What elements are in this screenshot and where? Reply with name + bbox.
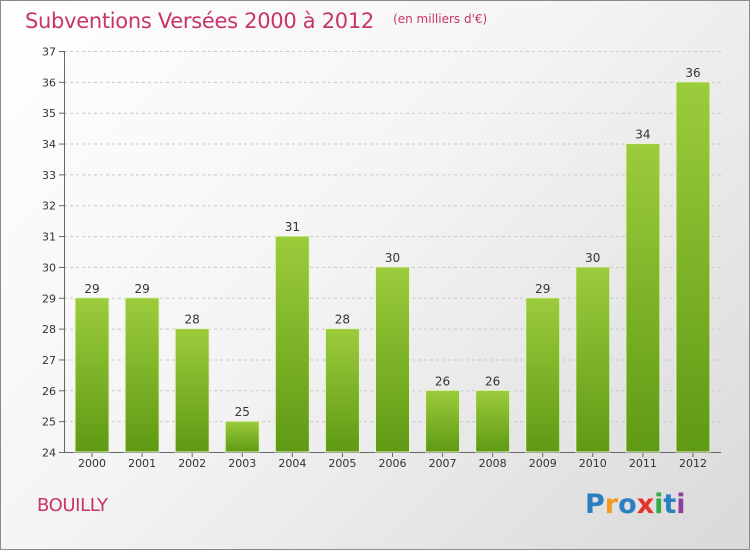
- x-tick-label: 2009: [529, 457, 557, 470]
- x-tick-label: 2011: [629, 457, 657, 470]
- y-tick-label: 25: [42, 416, 56, 429]
- logo-letter: i: [654, 489, 664, 520]
- bar-value-label: 31: [285, 220, 300, 234]
- proxiti-logo[interactable]: Proxiti: [585, 489, 686, 520]
- title-group: Subventions Versées 2000 à 2012 (en mill…: [25, 9, 487, 33]
- bar[interactable]: [525, 297, 561, 453]
- bar[interactable]: [124, 297, 160, 453]
- x-tick-label: 2005: [328, 457, 356, 470]
- y-tick-label: 30: [42, 261, 56, 274]
- logo-letter: P: [585, 489, 605, 520]
- bar-value-label: 28: [335, 313, 350, 327]
- x-tick-label: 2007: [429, 457, 457, 470]
- bar[interactable]: [274, 235, 310, 453]
- axes: 24 25 26 27 28 29 30 31 32 33 34 35 36 37 2000 2001 2002…: [42, 46, 721, 470]
- x-tick-label: 2008: [479, 457, 507, 470]
- y-tick-label: 35: [42, 107, 56, 120]
- y-tick-label: 26: [42, 385, 56, 398]
- chart-title: Subventions Versées 2000 à 2012: [25, 9, 374, 33]
- y-tick-label: 32: [42, 200, 56, 213]
- bar[interactable]: [375, 266, 410, 453]
- bar-value-label: 30: [385, 251, 400, 265]
- y-tick-label: 37: [42, 46, 56, 59]
- bar-value-label: 28: [185, 313, 200, 327]
- x-tick-label: 2003: [228, 457, 256, 470]
- bar[interactable]: [475, 389, 511, 453]
- bar-value-label: 29: [134, 282, 149, 296]
- x-tick-label: 2004: [278, 457, 306, 470]
- bar[interactable]: [625, 143, 661, 453]
- logo-letter: t: [663, 489, 677, 520]
- labels: 29 29 28 25 31 28 30 26 26 29 30 34 36: [84, 66, 700, 419]
- bar-value-label: 29: [84, 282, 99, 296]
- x-tick-label: 2002: [178, 457, 206, 470]
- y-tick-label: 34: [42, 138, 56, 151]
- chart-subtitle: (en milliers d'€): [393, 12, 488, 26]
- y-tick-label: 28: [42, 323, 56, 336]
- bar[interactable]: [174, 328, 210, 453]
- x-tick-label: 2010: [579, 457, 607, 470]
- y-tick-label: 33: [42, 169, 56, 182]
- y-tick-label: 27: [42, 354, 56, 367]
- logo-letter: o: [618, 489, 637, 520]
- bar-value-label: 34: [635, 128, 650, 142]
- bar[interactable]: [675, 81, 711, 453]
- logo-letter: r: [604, 489, 619, 520]
- bar[interactable]: [324, 328, 360, 453]
- logo-letter: x: [636, 489, 655, 520]
- bar-value-label: 26: [435, 374, 450, 388]
- bars: [74, 81, 711, 453]
- bar-value-label: 30: [585, 251, 600, 265]
- bar-value-label: 29: [535, 282, 550, 296]
- y-tick-label: 36: [42, 76, 56, 89]
- x-tick-label: 2006: [379, 457, 407, 470]
- bar[interactable]: [425, 389, 461, 453]
- bar-value-label: 25: [235, 405, 250, 419]
- bar[interactable]: [74, 297, 110, 453]
- x-tick-label: 2001: [128, 457, 156, 470]
- y-tick-label: 29: [42, 292, 56, 305]
- bar-value-label: 26: [485, 374, 500, 388]
- bar-value-label: 36: [685, 66, 700, 80]
- y-tick-label: 31: [42, 231, 56, 244]
- commune-name: BOUILLY: [37, 495, 108, 516]
- bar[interactable]: [575, 266, 611, 453]
- logo-letter: i: [676, 489, 686, 520]
- x-tick-label: 2000: [78, 457, 106, 470]
- y-tick-label: 24: [42, 447, 56, 460]
- bar[interactable]: [224, 420, 260, 453]
- x-tick-label: 2012: [679, 457, 707, 470]
